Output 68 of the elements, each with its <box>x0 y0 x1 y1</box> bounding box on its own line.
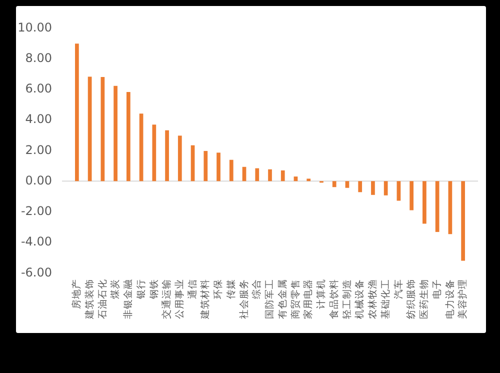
y-tick-label: -6.00 <box>20 265 52 280</box>
bar <box>461 181 465 261</box>
x-tick-label: 环保 <box>213 279 224 299</box>
bar <box>255 168 260 182</box>
x-tick-label: 商贸零售 <box>289 279 302 319</box>
bar <box>75 44 79 182</box>
x-tick-label: 电力设备 <box>444 279 456 319</box>
x-tick-label: 银行 <box>136 279 147 300</box>
x-tick-label: 通信 <box>186 279 198 299</box>
bar <box>422 181 426 224</box>
x-tick-label: 房地产 <box>70 279 83 309</box>
bar <box>410 181 414 210</box>
x-tick-label: 社会服务 <box>238 279 250 319</box>
bar <box>306 178 311 182</box>
x-tick-label: 轻工制造 <box>340 279 353 319</box>
x-tick-label: 农林牧渔 <box>366 279 379 319</box>
x-tick-label: 煤炭 <box>109 279 122 299</box>
bar <box>88 76 92 182</box>
bar <box>358 181 362 192</box>
x-tick-label: 公用事业 <box>174 279 186 319</box>
x-tick-label: 基础化工 <box>379 279 392 319</box>
bar <box>268 169 272 182</box>
x-tick-label: 建筑装饰 <box>83 279 96 320</box>
y-tick-label: 10.00 <box>18 20 52 34</box>
bar <box>435 181 440 232</box>
x-tick-label: 汽车 <box>392 279 404 299</box>
x-tick-label: 国防军工 <box>264 279 276 319</box>
x-tick-label: 计算机 <box>315 279 328 309</box>
bar <box>216 152 220 182</box>
x-tick-label: 家用电器 <box>302 279 314 319</box>
x-tick-label: 纺织服饰 <box>405 279 418 319</box>
x-tick-label: 综合 <box>250 279 263 299</box>
x-tick-label: 美容护理 <box>456 279 469 319</box>
y-tick-label: -2.00 <box>20 204 52 218</box>
bar <box>165 130 169 182</box>
x-tick-label: 钢铁 <box>148 279 160 300</box>
bar <box>384 181 388 196</box>
y-tick-label: 8.00 <box>25 50 52 65</box>
bar <box>332 181 336 188</box>
y-tick-label: 2.00 <box>25 142 52 157</box>
bar <box>100 77 105 182</box>
x-tick-label: 医药生物 <box>418 279 430 319</box>
y-tick-label: 6.00 <box>25 82 52 96</box>
y-tick-label: 4.00 <box>25 112 52 126</box>
x-tick-label: 机械设备 <box>354 279 366 319</box>
x-tick-label: 石油石化 <box>96 279 108 319</box>
x-tick-label: 食品饮料 <box>328 279 340 319</box>
bar <box>280 170 285 182</box>
bar <box>152 124 156 182</box>
x-tick-label: 建筑材料 <box>199 279 212 320</box>
bar <box>345 181 350 188</box>
x-tick-label: 非银金融 <box>122 279 134 319</box>
y-tick-label: 0.00 <box>25 173 52 188</box>
bar <box>139 114 144 182</box>
bar <box>448 181 452 234</box>
x-tick-label: 交通运输 <box>160 279 173 319</box>
bar <box>229 160 234 182</box>
x-tick-label: 电子 <box>430 279 443 299</box>
bar <box>371 181 375 195</box>
x-tick-label: 传媒 <box>226 279 237 299</box>
bar <box>190 145 195 182</box>
bar <box>396 181 401 201</box>
bar <box>126 92 130 182</box>
y-tick-label: -4.00 <box>20 234 52 249</box>
bar <box>114 86 118 182</box>
bar <box>178 136 182 182</box>
x-tick-label: 有色金属 <box>276 279 288 319</box>
bar <box>204 150 208 182</box>
